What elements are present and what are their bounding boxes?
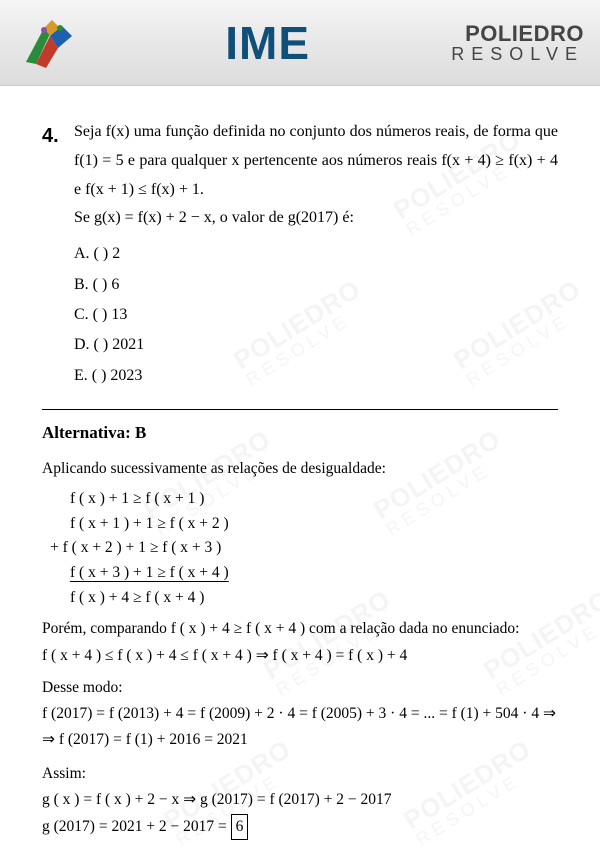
solution-desse-eq1: f (2017) = f (2013) + 4 = f (2009) + 2 ·… <box>42 702 558 726</box>
divider <box>42 409 558 410</box>
brand-title: POLIEDRO RESOLVE <box>451 23 584 63</box>
solution-desse: Desse modo: <box>42 676 558 700</box>
question-number: 4. <box>42 118 74 233</box>
solution-assim-eq1: g ( x ) = f ( x ) + 2 − x ⇒ g (2017) = f… <box>42 788 558 812</box>
boxed-answer: 6 <box>231 814 249 840</box>
solution-body: Aplicando sucessivamente as relações de … <box>42 457 558 840</box>
option-c: C. ( ) 13 <box>74 300 558 330</box>
solution-porem: Porém, comparando f ( x ) + 4 ≥ f ( x + … <box>42 617 558 641</box>
page-content: 4. Seja f(x) uma função definida no conj… <box>0 86 600 860</box>
math-step: f ( x ) + 4 ≥ f ( x + 4 ) <box>70 586 558 611</box>
option-a: A. ( ) 2 <box>74 239 558 269</box>
exam-title: IME <box>225 16 310 70</box>
option-b: B. ( ) 6 <box>74 270 558 300</box>
solution-porem-eq: f ( x + 4 ) ≤ f ( x ) + 4 ≤ f ( x + 4 ) … <box>42 644 558 668</box>
question-text: Seja f(x) uma função definida no conjunt… <box>74 118 558 233</box>
math-step: f ( x + 1 ) + 1 ≥ f ( x + 2 ) <box>70 512 558 537</box>
solution-assim-eq2: g (2017) = 2021 + 2 − 2017 = 6 <box>42 814 558 840</box>
math-step: + f ( x + 2 ) + 1 ≥ f ( x + 3 ) <box>50 536 558 561</box>
brand-line2: RESOLVE <box>451 45 584 63</box>
math-step: f ( x + 3 ) + 1 ≥ f ( x + 4 ) <box>70 561 558 586</box>
puzzle-logo-icon <box>16 14 84 72</box>
solution-desse-eq2: ⇒ f (2017) = f (1) + 2016 = 2021 <box>42 728 558 752</box>
answer-label: Alternativa: B <box>42 418 558 449</box>
options-list: A. ( ) 2 B. ( ) 6 C. ( ) 13 D. ( ) 2021 … <box>74 239 558 391</box>
brand-line1: POLIEDRO <box>451 23 584 45</box>
question-statement: Seja f(x) uma função definida no conjunt… <box>74 123 558 198</box>
option-e: E. ( ) 2023 <box>74 361 558 391</box>
solution-assim: Assim: <box>42 762 558 786</box>
math-steps: f ( x ) + 1 ≥ f ( x + 1 ) f ( x + 1 ) + … <box>70 487 558 611</box>
page-header: IME POLIEDRO RESOLVE <box>0 0 600 86</box>
question-prompt: Se g(x) = f(x) + 2 − x, o valor de g(201… <box>74 209 354 226</box>
math-step: f ( x ) + 1 ≥ f ( x + 1 ) <box>70 487 558 512</box>
question-block: 4. Seja f(x) uma função definida no conj… <box>42 118 558 233</box>
option-d: D. ( ) 2021 <box>74 330 558 360</box>
solution-intro: Aplicando sucessivamente as relações de … <box>42 457 558 481</box>
